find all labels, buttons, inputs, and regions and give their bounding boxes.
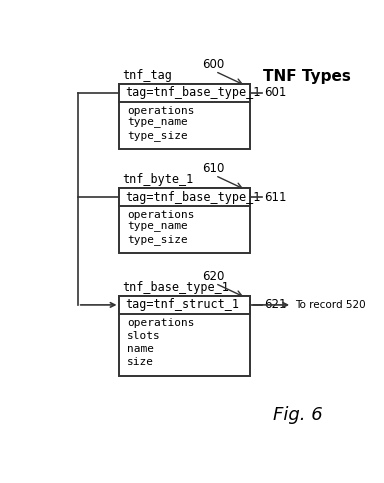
Bar	[119, 296, 250, 314]
Text: operations: operations	[127, 318, 194, 328]
Text: name: name	[127, 344, 154, 354]
Bar	[119, 296, 250, 376]
Text: size: size	[127, 357, 154, 367]
Bar	[119, 84, 250, 102]
Text: slots: slots	[127, 331, 161, 341]
Text: TNF Types: TNF Types	[263, 69, 351, 84]
Text: operations: operations	[127, 210, 194, 220]
Bar	[119, 188, 250, 253]
Text: To record 520: To record 520	[295, 300, 366, 310]
Text: tnf_tag: tnf_tag	[122, 69, 172, 82]
Text: tag=tnf_base_type_1: tag=tnf_base_type_1	[125, 86, 261, 99]
Text: tag=tnf_struct_1: tag=tnf_struct_1	[125, 298, 239, 312]
Text: Fig. 6: Fig. 6	[273, 406, 323, 424]
Text: tnf_byte_1: tnf_byte_1	[122, 173, 194, 186]
Text: type_name: type_name	[127, 222, 188, 232]
Text: operations: operations	[127, 106, 194, 115]
Text: 610: 610	[202, 162, 225, 175]
Text: tnf_base_type_1: tnf_base_type_1	[122, 281, 229, 294]
Bar	[119, 188, 250, 206]
Text: type_name: type_name	[127, 118, 188, 128]
Text: 601: 601	[264, 86, 286, 99]
Text: 611: 611	[264, 191, 286, 203]
Bar	[119, 84, 250, 149]
Text: 620: 620	[202, 270, 225, 283]
Text: 600: 600	[203, 58, 225, 71]
Text: type_size: type_size	[127, 234, 188, 245]
Text: tag=tnf_base_type_1: tag=tnf_base_type_1	[125, 191, 261, 203]
Text: type_size: type_size	[127, 130, 188, 141]
Text: 621: 621	[264, 298, 286, 312]
